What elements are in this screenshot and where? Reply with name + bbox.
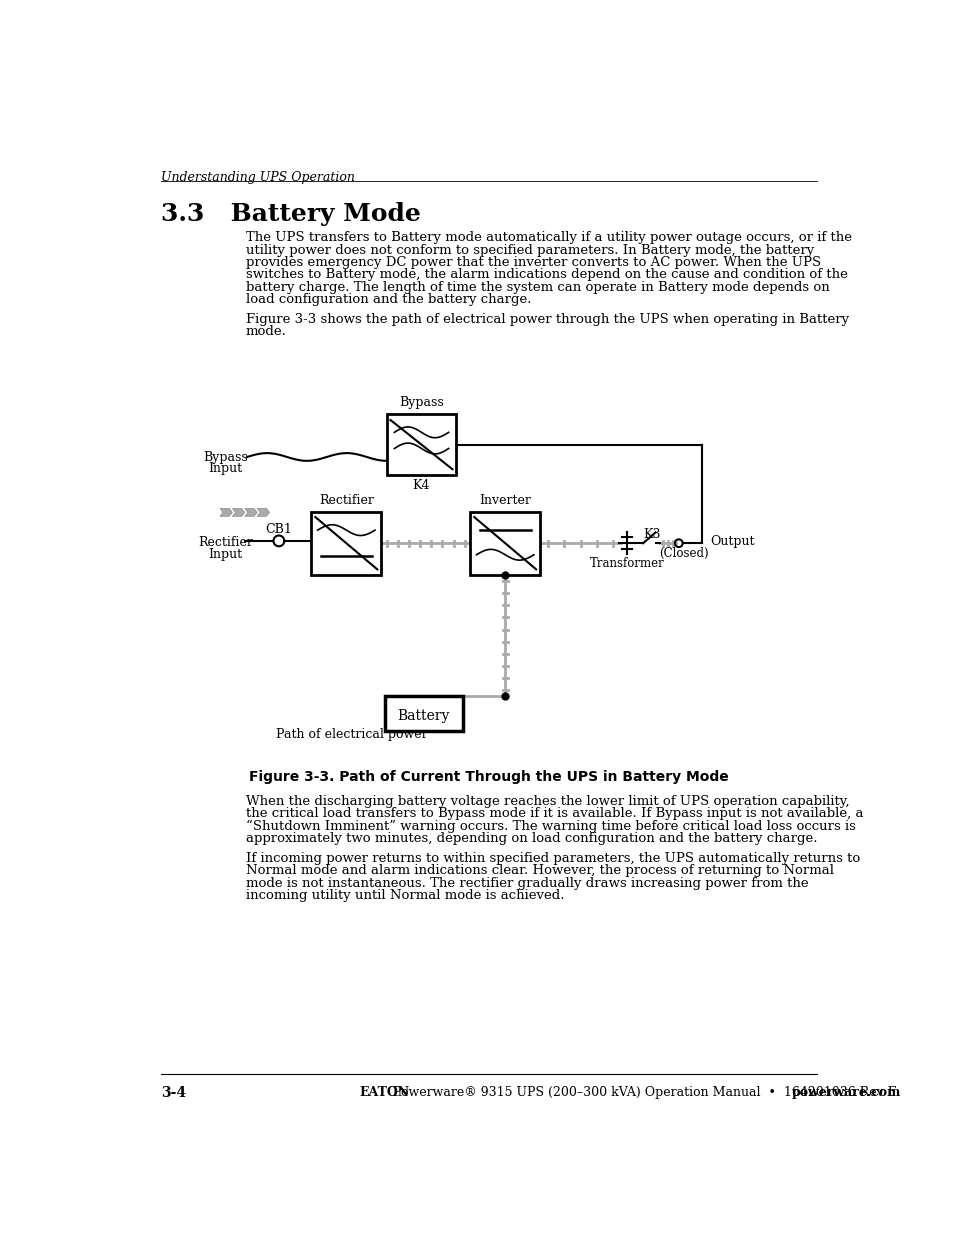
Text: K3: K3 bbox=[643, 527, 660, 541]
Text: switches to Battery mode, the alarm indications depend on the cause and conditio: switches to Battery mode, the alarm indi… bbox=[245, 268, 846, 282]
Text: mode.: mode. bbox=[245, 325, 286, 338]
Bar bbox=[311, 511, 381, 574]
Text: incoming utility until Normal mode is achieved.: incoming utility until Normal mode is ac… bbox=[245, 889, 563, 902]
Text: If incoming power returns to within specified parameters, the UPS automatically : If incoming power returns to within spec… bbox=[245, 852, 859, 864]
Text: mode is not instantaneous. The rectifier gradually draws increasing power from t: mode is not instantaneous. The rectifier… bbox=[245, 877, 807, 889]
Text: EATON: EATON bbox=[359, 1086, 409, 1099]
Text: Normal mode and alarm indications clear. However, the process of returning to No: Normal mode and alarm indications clear.… bbox=[245, 864, 833, 877]
Text: Input: Input bbox=[208, 462, 242, 475]
Text: provides emergency DC power that the inverter converts to AC power. When the UPS: provides emergency DC power that the inv… bbox=[245, 256, 820, 269]
Text: the critical load transfers to Bypass mode if it is available. If Bypass input i: the critical load transfers to Bypass mo… bbox=[245, 808, 862, 820]
Text: Rectifier: Rectifier bbox=[318, 494, 374, 508]
Text: 3.3   Battery Mode: 3.3 Battery Mode bbox=[161, 203, 420, 226]
Text: approximately two minutes, depending on load configuration and the battery charg: approximately two minutes, depending on … bbox=[245, 832, 816, 845]
Text: Figure 3-3 shows the path of electrical power through the UPS when operating in : Figure 3-3 shows the path of electrical … bbox=[245, 312, 848, 326]
Text: Output: Output bbox=[709, 535, 754, 548]
Polygon shape bbox=[233, 509, 245, 516]
Text: Figure 3-3. Path of Current Through the UPS in Battery Mode: Figure 3-3. Path of Current Through the … bbox=[249, 771, 728, 784]
Text: Path of electrical power: Path of electrical power bbox=[275, 729, 427, 741]
Text: Bypass: Bypass bbox=[203, 451, 248, 464]
Text: load configuration and the battery charge.: load configuration and the battery charg… bbox=[245, 293, 531, 306]
Text: Powerware® 9315 UPS (200–300 kVA) Operation Manual  •  164201036 Rev F: Powerware® 9315 UPS (200–300 kVA) Operat… bbox=[389, 1086, 896, 1099]
Text: Bypass: Bypass bbox=[398, 396, 443, 409]
Text: Understanding UPS Operation: Understanding UPS Operation bbox=[161, 172, 355, 184]
Text: CB1: CB1 bbox=[265, 524, 292, 536]
Text: utility power does not conform to specified parameters. In Battery mode, the bat: utility power does not conform to specif… bbox=[245, 243, 813, 257]
Text: Transformer: Transformer bbox=[589, 557, 663, 571]
Text: Rectifier: Rectifier bbox=[198, 536, 253, 550]
Text: The UPS transfers to Battery mode automatically if a utility power outage occurs: The UPS transfers to Battery mode automa… bbox=[245, 231, 851, 245]
Text: Inverter: Inverter bbox=[478, 494, 531, 508]
Text: “Shutdown Imminent” warning occurs. The warning time before critical load loss o: “Shutdown Imminent” warning occurs. The … bbox=[245, 820, 855, 832]
Bar bbox=[385, 697, 462, 731]
Text: K4: K4 bbox=[413, 478, 430, 492]
Text: battery charge. The length of time the system can operate in Battery mode depend: battery charge. The length of time the s… bbox=[245, 280, 828, 294]
Text: 3-4: 3-4 bbox=[161, 1086, 186, 1100]
Polygon shape bbox=[257, 509, 270, 516]
Polygon shape bbox=[245, 509, 257, 516]
Text: When the discharging battery voltage reaches the lower limit of UPS operation ca: When the discharging battery voltage rea… bbox=[245, 795, 848, 808]
Bar bbox=[470, 511, 539, 574]
Text: Battery: Battery bbox=[397, 709, 450, 722]
Bar bbox=[386, 414, 456, 475]
Text: Input: Input bbox=[208, 548, 242, 561]
Polygon shape bbox=[220, 509, 233, 516]
Text: powerware.com: powerware.com bbox=[791, 1086, 901, 1099]
Text: (Closed): (Closed) bbox=[658, 547, 707, 559]
